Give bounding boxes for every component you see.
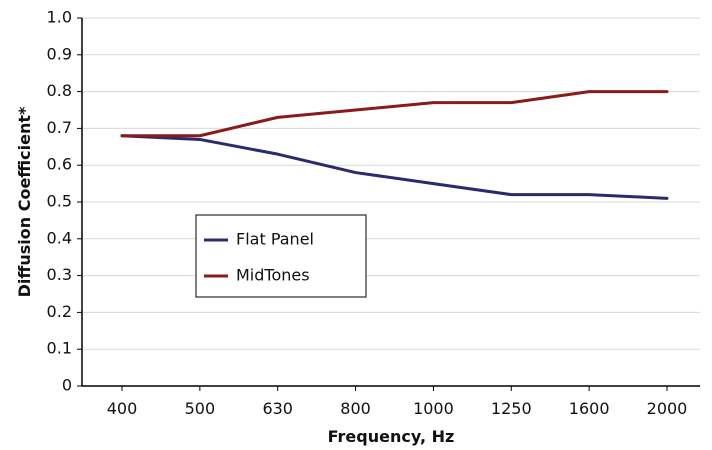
y-tick-label: 0.9 xyxy=(47,44,72,63)
y-tick-label: 1.0 xyxy=(47,8,72,27)
y-tick-label: 0.1 xyxy=(47,339,72,358)
x-tick-label: 400 xyxy=(107,399,138,418)
legend-label: MidTones xyxy=(236,266,310,285)
series-line-midtones xyxy=(120,90,669,138)
y-axis-title: Diffusion Coefficient* xyxy=(15,106,34,297)
x-tick-label: 800 xyxy=(340,399,371,418)
y-tick-label: 0.7 xyxy=(47,118,72,137)
x-axis-title: Frequency, Hz xyxy=(328,427,455,446)
x-tick-label: 2000 xyxy=(647,399,688,418)
y-tick-label: 0.4 xyxy=(47,228,72,247)
legend-box xyxy=(195,214,367,298)
x-tick-label: 500 xyxy=(185,399,216,418)
y-tick-label: 0.3 xyxy=(47,265,72,284)
x-axis-ticks: 400 500 630 800 1000 1250 1600 2000 xyxy=(107,386,688,418)
gridlines xyxy=(82,17,700,350)
x-tick-label: 1600 xyxy=(569,399,610,418)
legend-label: Flat Panel xyxy=(236,230,314,249)
y-axis-ticks: 0 0.1 0.2 0.3 0.4 0.5 0.6 0.7 0.8 0.9 1.0 xyxy=(47,8,82,395)
legend: Flat Panel MidTones xyxy=(195,214,367,298)
y-tick-label: 0.6 xyxy=(47,155,72,174)
x-tick-label: 1000 xyxy=(413,399,454,418)
x-tick-label: 1250 xyxy=(491,399,532,418)
series-line-flat-panel xyxy=(120,134,669,200)
series-group xyxy=(120,90,669,200)
x-tick-label: 630 xyxy=(262,399,293,418)
y-tick-label: 0.8 xyxy=(47,81,72,100)
y-tick-label: 0.2 xyxy=(47,302,72,321)
y-tick-label: 0 xyxy=(62,376,72,395)
y-tick-label: 0.5 xyxy=(47,192,72,211)
